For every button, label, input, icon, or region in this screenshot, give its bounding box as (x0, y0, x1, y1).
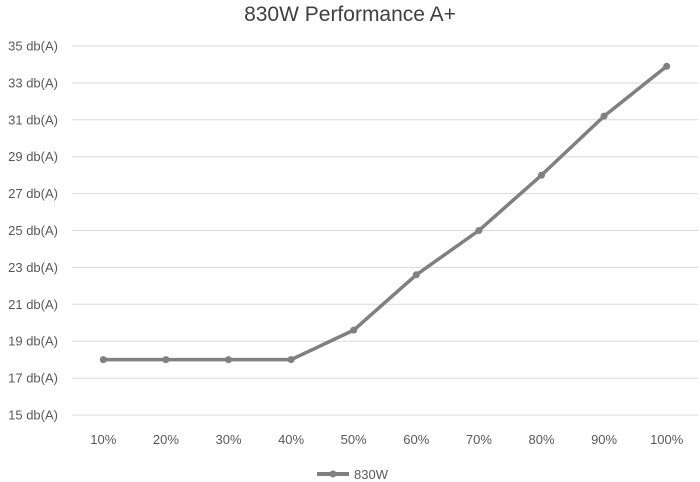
chart-title: 830W Performance A+ (244, 3, 456, 26)
x-tick-label: 10% (90, 432, 116, 447)
x-tick-label: 70% (466, 432, 492, 447)
data-point (99, 356, 107, 364)
data-point (225, 356, 232, 364)
y-tick-label: 23 db(A) (8, 260, 58, 275)
y-tick-label: 17 db(A) (8, 371, 58, 386)
x-tick-label: 50% (341, 432, 367, 447)
x-tick-label: 90% (591, 432, 617, 447)
x-tick-label: 40% (278, 432, 304, 447)
data-point (475, 227, 483, 234)
y-tick-label: 29 db(A) (8, 149, 58, 164)
legend-label-830w: 830W (354, 466, 388, 482)
legend-series-marker (317, 470, 349, 478)
x-tick-label: 30% (215, 432, 241, 447)
y-tick-label: 15 db(A) (8, 408, 58, 423)
x-tick-label: 20% (153, 432, 179, 447)
y-axis-tick-labels: 15 db(A) 17 db(A) 19 db(A) 21 db(A) 23 db(A)… (8, 39, 58, 423)
series-line (103, 64, 668, 362)
series-830w (99, 62, 671, 364)
x-axis-tick-labels: 10% 20% 30% 40% 50% 60% 70% 80% 90% 100% (90, 432, 683, 447)
data-point (663, 62, 671, 70)
data-point (350, 326, 358, 334)
data-point (600, 112, 608, 120)
y-tick-label: 31 db(A) (8, 112, 58, 127)
data-point (162, 356, 170, 364)
y-tick-label: 33 db(A) (8, 75, 58, 90)
y-tick-label: 35 db(A) (8, 39, 58, 54)
x-tick-label: 60% (403, 432, 429, 447)
y-tick-label: 27 db(A) (8, 186, 58, 201)
legend: 830W (316, 466, 388, 482)
y-tick-label: 19 db(A) (8, 334, 58, 349)
data-point (412, 271, 420, 279)
y-tick-label: 21 db(A) (8, 297, 58, 312)
data-point (538, 171, 545, 179)
x-tick-label: 100% (650, 432, 684, 447)
data-point (287, 356, 295, 364)
y-tick-label: 25 db(A) (8, 223, 58, 238)
x-tick-label: 80% (528, 432, 554, 447)
